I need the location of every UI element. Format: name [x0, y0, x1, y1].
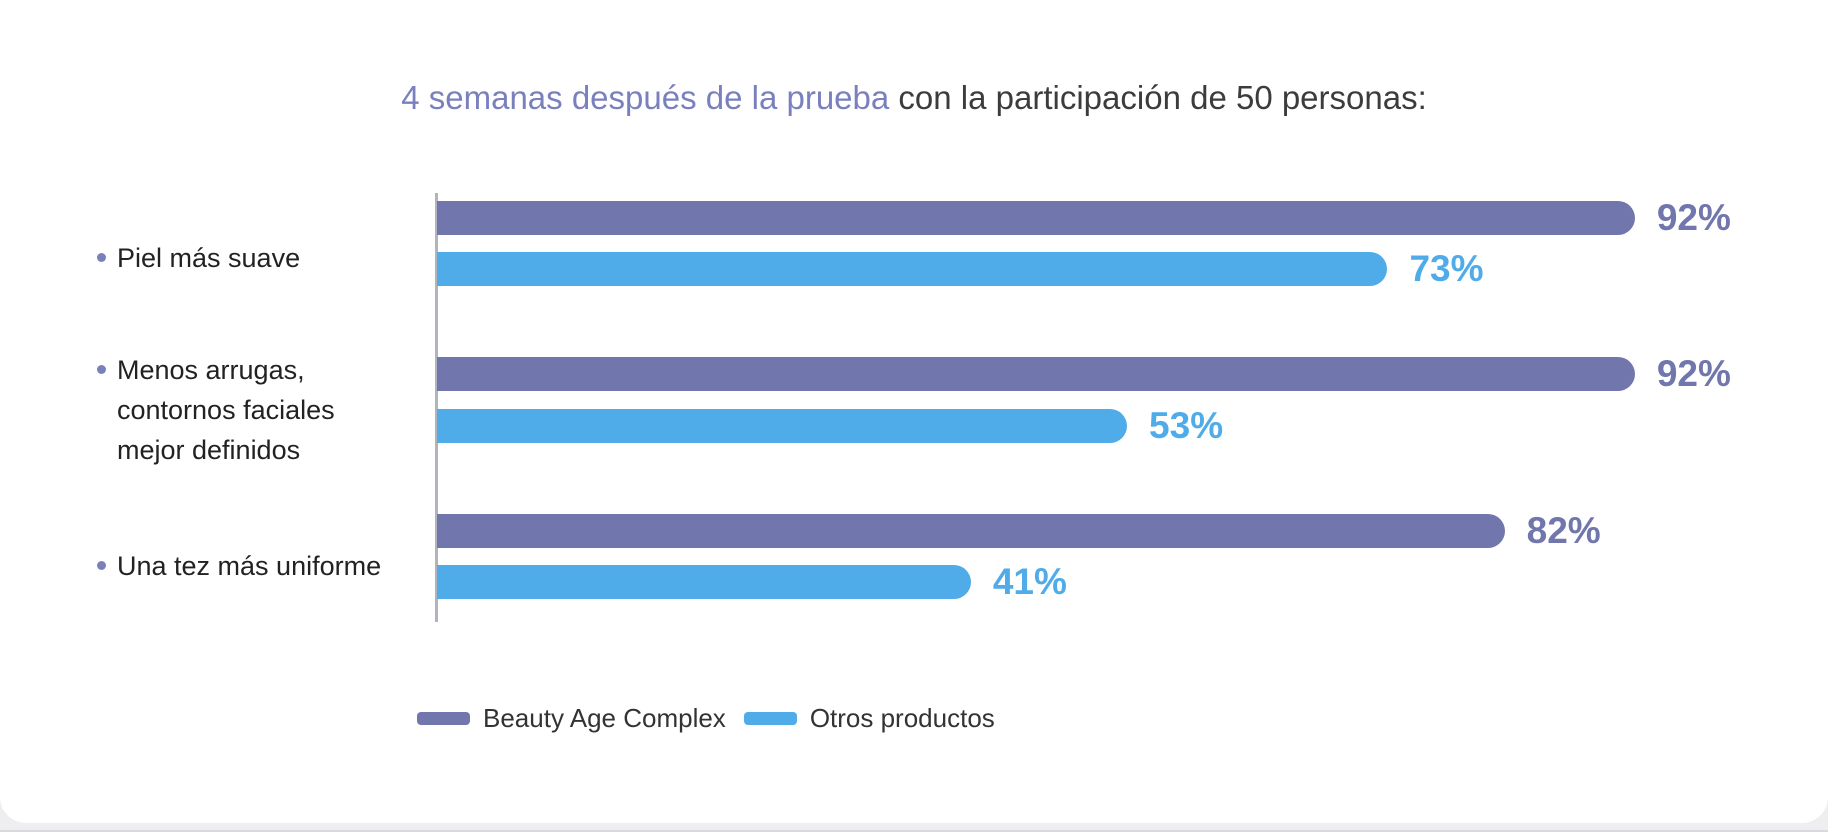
category-text: Menos arrugas, contornos faciales mejor … [117, 355, 335, 465]
bar-value-label: 82% [1526, 510, 1601, 551]
legend-swatch-purple [417, 712, 470, 725]
legend-item-otros-productos: Otros productos [743, 703, 995, 734]
y-axis-line [435, 193, 438, 622]
bar-track: 92% [437, 353, 1739, 394]
bar-otros-productos: 41% [437, 561, 1067, 602]
category-label-tez-uniforme: Una tez más uniforme [97, 549, 381, 583]
category-label-piel-mas-suave: Piel más suave [97, 241, 300, 275]
bar-value-label: 41% [992, 561, 1067, 602]
legend-item-beauty-age-complex: Beauty Age Complex [417, 703, 726, 734]
bar-otros-productos: 53% [437, 405, 1223, 446]
legend-label: Otros productos [809, 703, 995, 733]
bar-value-label: 53% [1149, 405, 1224, 446]
bar-beauty-age-complex: 82% [437, 510, 1601, 551]
legend-swatch-blue [743, 712, 797, 725]
bar-track: 53% [437, 405, 1739, 446]
category-text: Una tez más uniforme [117, 551, 382, 581]
category-label-menos-arrugas: Menos arrugas, contornos faciales mejor … [97, 350, 335, 470]
bar-beauty-age-complex: 92% [437, 197, 1731, 238]
legend-label: Beauty Age Complex [483, 703, 726, 733]
bar-value-label: 92% [1656, 353, 1731, 394]
bar-track: 82% [437, 510, 1739, 551]
category-text: Piel más suave [117, 243, 301, 273]
bullet-icon [97, 561, 106, 570]
bar-track: 92% [437, 197, 1739, 238]
legend: Beauty Age Complex Otros productos [417, 703, 995, 734]
chart-title: 4 semanas después de la prueba con la pa… [0, 78, 1828, 118]
bar-value-label: 92% [1656, 197, 1731, 238]
bar-track: 73% [437, 248, 1739, 289]
page-bottom-divider [0, 830, 1828, 832]
bar-otros-productos: 73% [437, 248, 1484, 289]
chart-title-rest: con la participación de 50 personas: [889, 79, 1427, 116]
bar-track: 41% [437, 561, 1739, 602]
bar-beauty-age-complex: 92% [437, 353, 1731, 394]
bullet-icon [97, 365, 106, 374]
chart-title-highlight: 4 semanas después de la prueba [401, 79, 890, 116]
bar-value-label: 73% [1409, 248, 1484, 289]
bullet-icon [97, 253, 106, 262]
